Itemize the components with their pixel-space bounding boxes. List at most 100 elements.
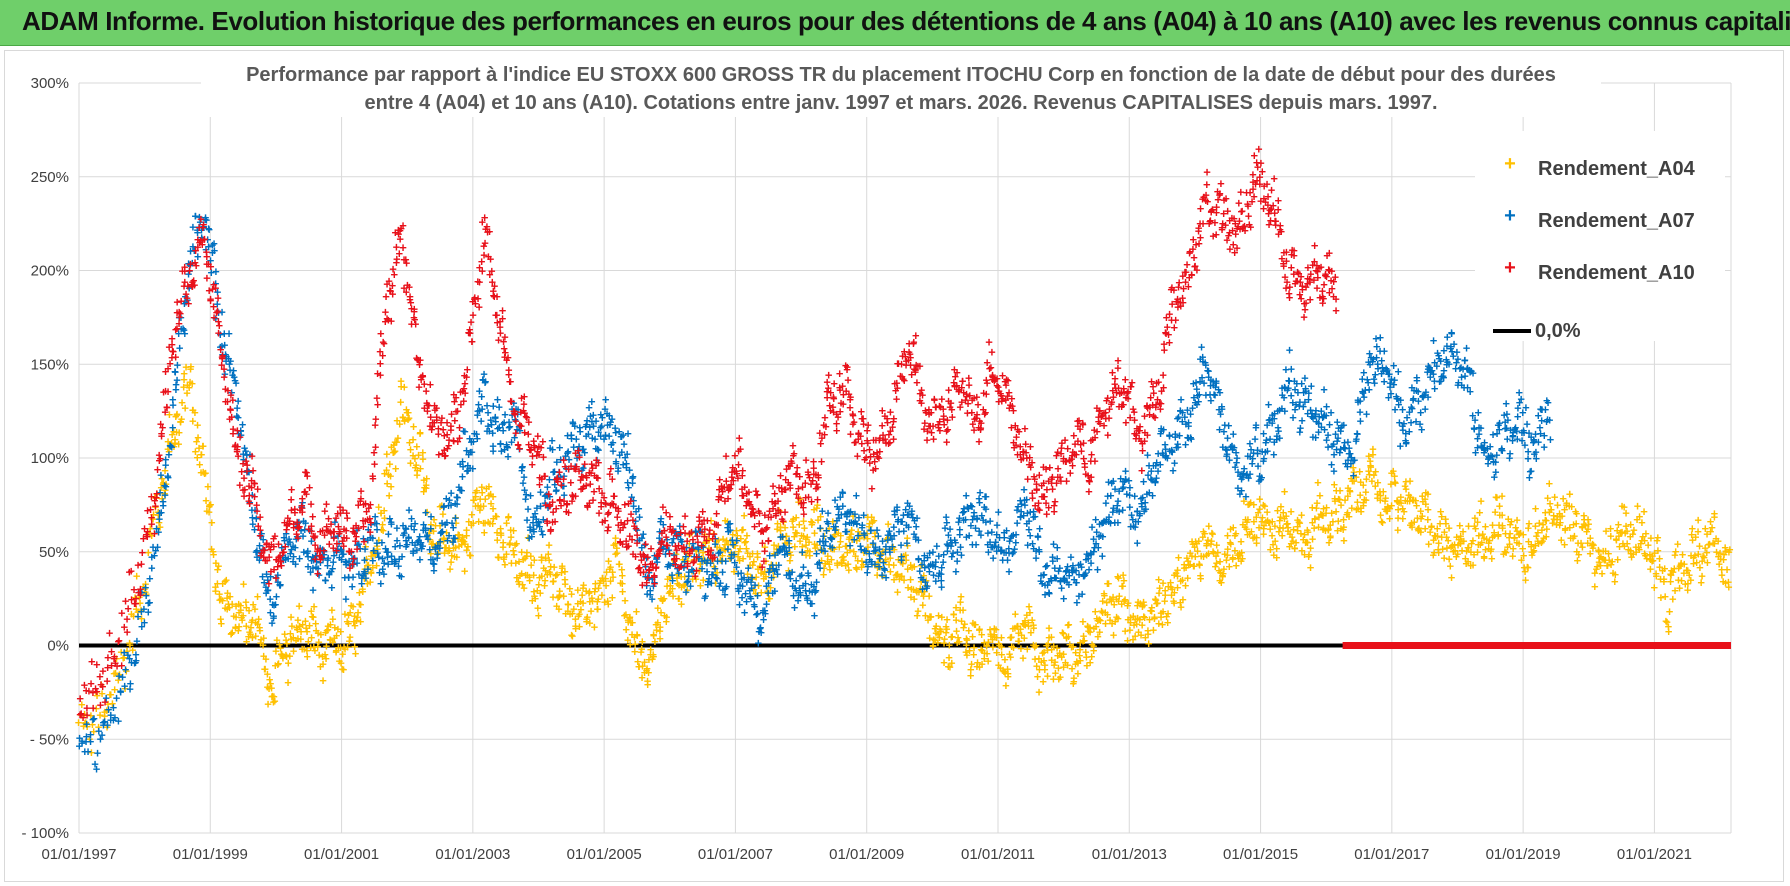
- data-point: +: [817, 509, 825, 524]
- data-point: +: [904, 538, 912, 553]
- data-point: +: [974, 655, 982, 670]
- data-point: +: [754, 550, 762, 565]
- data-point: +: [631, 637, 639, 652]
- data-point: +: [932, 625, 940, 640]
- data-point: +: [378, 522, 386, 537]
- data-point: +: [254, 589, 262, 604]
- data-point: +: [983, 646, 991, 661]
- data-point: +: [104, 696, 112, 711]
- data-point: +: [839, 550, 847, 565]
- data-point: +: [942, 625, 950, 640]
- data-point: +: [650, 628, 658, 643]
- data-point: +: [1149, 488, 1157, 503]
- data-point: +: [618, 562, 626, 577]
- data-point: +: [1386, 511, 1394, 526]
- data-point: +: [367, 566, 375, 581]
- data-point: +: [224, 586, 232, 601]
- data-point: +: [995, 636, 1003, 651]
- data-point: +: [373, 558, 381, 573]
- series-rendement-a04: ++++++++++++++++++++++++++++++++++++++++…: [75, 359, 1734, 760]
- data-point: +: [440, 531, 448, 546]
- data-point: +: [223, 573, 231, 588]
- data-point: +: [375, 500, 383, 515]
- data-point: +: [383, 476, 391, 491]
- data-point: +: [202, 466, 210, 481]
- data-point: +: [302, 614, 310, 629]
- data-point: +: [283, 636, 291, 651]
- data-point: +: [345, 608, 353, 623]
- data-point: +: [328, 602, 336, 617]
- data-point: +: [930, 632, 938, 647]
- data-point: +: [296, 519, 304, 534]
- data-point: +: [877, 551, 885, 566]
- data-point: +: [449, 534, 457, 549]
- data-point: +: [921, 584, 929, 599]
- data-point: +: [1120, 573, 1128, 588]
- data-point: +: [733, 523, 741, 538]
- data-point: +: [254, 482, 262, 497]
- data-point: +: [159, 420, 167, 435]
- data-point: +: [962, 644, 970, 659]
- data-point: +: [493, 289, 501, 304]
- data-point: +: [95, 720, 103, 735]
- data-point: +: [158, 491, 166, 506]
- data-point: +: [802, 538, 810, 553]
- data-point: +: [206, 499, 214, 514]
- data-point: +: [172, 349, 180, 364]
- data-point: +: [531, 588, 539, 603]
- data-point: +: [885, 557, 893, 572]
- data-point: +: [1078, 586, 1086, 601]
- data-point: +: [979, 643, 987, 658]
- data-point: +: [507, 522, 515, 537]
- data-point: +: [625, 615, 633, 630]
- data-point: +: [667, 578, 675, 593]
- data-point: +: [310, 640, 318, 655]
- data-point: +: [147, 521, 155, 536]
- data-point: +: [820, 529, 828, 544]
- data-point: +: [420, 473, 428, 488]
- data-point: +: [965, 623, 973, 638]
- data-point: +: [154, 539, 162, 554]
- data-point: +: [730, 538, 738, 553]
- data-point: +: [227, 626, 235, 641]
- data-point: +: [477, 499, 485, 514]
- data-point: +: [572, 621, 580, 636]
- data-point: +: [436, 518, 444, 533]
- data-point: +: [513, 570, 521, 585]
- data-point: +: [584, 609, 592, 624]
- data-point: +: [123, 644, 131, 659]
- data-point: +: [361, 571, 369, 586]
- data-point: +: [645, 665, 653, 680]
- data-point: +: [317, 627, 325, 642]
- data-point: +: [674, 576, 682, 591]
- data-point: +: [977, 642, 985, 657]
- data-point: +: [946, 660, 954, 675]
- data-point: +: [654, 615, 662, 630]
- data-point: +: [963, 633, 971, 648]
- data-point: +: [154, 504, 162, 519]
- data-point: +: [212, 584, 220, 599]
- data-point: +: [656, 620, 664, 635]
- data-point: +: [1238, 545, 1246, 560]
- data-point: +: [483, 481, 491, 496]
- data-point: +: [413, 439, 421, 454]
- data-point: +: [664, 572, 672, 587]
- data-point: +: [1273, 541, 1281, 556]
- data-point: +: [173, 407, 181, 422]
- data-point: +: [633, 604, 641, 619]
- data-point: +: [185, 296, 193, 311]
- data-point: +: [966, 643, 974, 658]
- data-point: +: [413, 468, 421, 483]
- data-point: +: [206, 498, 214, 513]
- data-point: +: [616, 557, 624, 572]
- data-point: +: [853, 561, 861, 576]
- data-point: +: [423, 505, 431, 520]
- data-point: +: [879, 568, 887, 583]
- data-point: +: [331, 620, 339, 635]
- data-point: +: [103, 674, 111, 689]
- data-point: +: [712, 567, 720, 582]
- data-point: +: [811, 608, 819, 623]
- data-point: +: [1532, 501, 1540, 516]
- data-point: +: [208, 515, 216, 530]
- data-point: +: [212, 556, 220, 571]
